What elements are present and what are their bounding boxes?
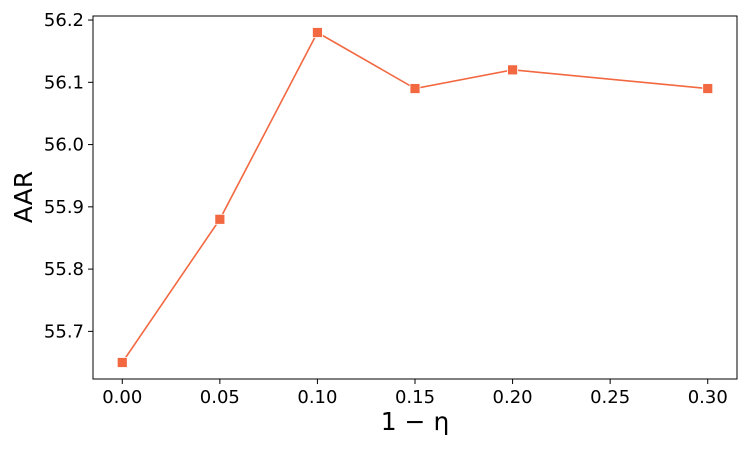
plot-frame [92,15,738,380]
line [121,31,708,363]
x-tick-label: 0.20 [493,387,533,408]
y-axis-label: AAR [9,171,38,223]
x-tick-label: 0.05 [200,387,240,408]
marker [214,213,226,225]
marker [702,83,714,94]
x-axis-label: 1 − η [381,407,450,436]
y-tick-label: 56.0 [44,135,84,156]
y-tick-label: 56.1 [44,72,84,93]
x-tick-label: 0.30 [688,387,728,408]
y-tick-label: 55.8 [44,259,84,280]
x-tick-label: 0.10 [297,387,337,408]
marker [409,83,421,94]
y-tick-label: 55.7 [44,321,84,342]
marker [116,357,128,368]
marker [507,64,518,76]
y-tick-label: 56.2 [44,10,84,31]
y-tick-label: 55.9 [44,197,84,218]
x-tick-label: 0.25 [590,387,630,408]
x-tick-label: 0.15 [395,387,435,408]
marker [312,27,323,38]
x-tick-label: 0.00 [102,387,142,408]
